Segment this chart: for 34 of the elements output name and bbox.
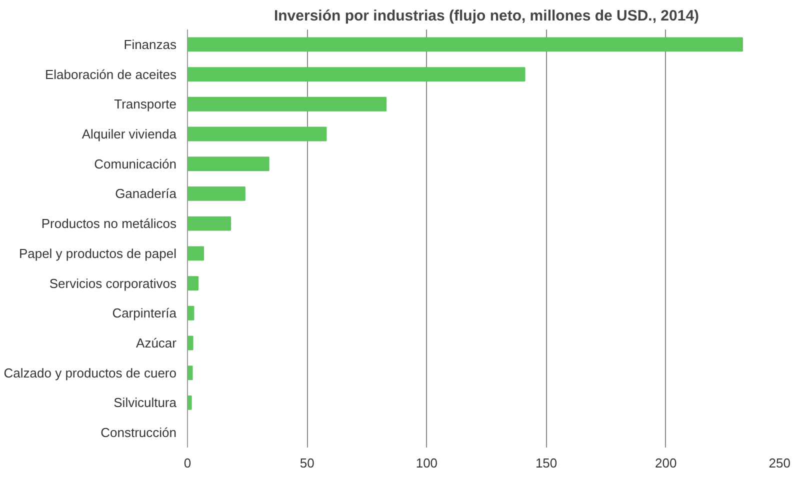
y-tick-label: Comunicación <box>94 156 176 172</box>
bar <box>188 216 232 231</box>
x-tick-label: 150 <box>535 456 558 470</box>
x-tick-label: 200 <box>655 456 677 470</box>
x-tick-label: 100 <box>416 456 438 470</box>
bar <box>188 126 327 142</box>
bar <box>188 336 194 350</box>
bar <box>188 186 246 201</box>
bar <box>188 156 270 172</box>
y-tick-label: Elaboración de aceites <box>44 66 177 82</box>
y-tick-label: Finanzas <box>124 36 177 52</box>
chart-title: Inversión por industrias (flujo neto, millones de USD., 2014) <box>274 8 700 24</box>
y-tick-label: Azúcar <box>136 336 178 350</box>
bar <box>188 67 526 82</box>
bar <box>188 246 204 261</box>
bar <box>188 276 199 291</box>
bar <box>188 366 193 380</box>
y-tick-label: Ganadería <box>115 186 178 202</box>
y-tick-label: Productos no metálicos <box>41 216 177 232</box>
y-tick-label: Servicios corporativos <box>49 276 177 291</box>
bar <box>188 37 743 52</box>
y-tick-label: Construcción <box>100 425 177 440</box>
bar <box>188 395 192 410</box>
x-tick-label: 50 <box>300 456 314 470</box>
y-tick-label: Transporte <box>114 96 177 112</box>
x-tick-label: 0 <box>184 456 192 470</box>
y-tick-label: Calzado y productos de cuero <box>4 365 177 380</box>
y-tick-label: Papel y productos de papel <box>18 246 177 261</box>
y-tick-label: Carpintería <box>112 306 178 321</box>
x-tick-label: 250 <box>768 456 791 470</box>
y-tick-label: Alquiler vivienda <box>82 126 178 142</box>
y-tick-label: Silvicultura <box>114 395 178 410</box>
bar <box>188 96 387 112</box>
bar <box>188 306 194 320</box>
